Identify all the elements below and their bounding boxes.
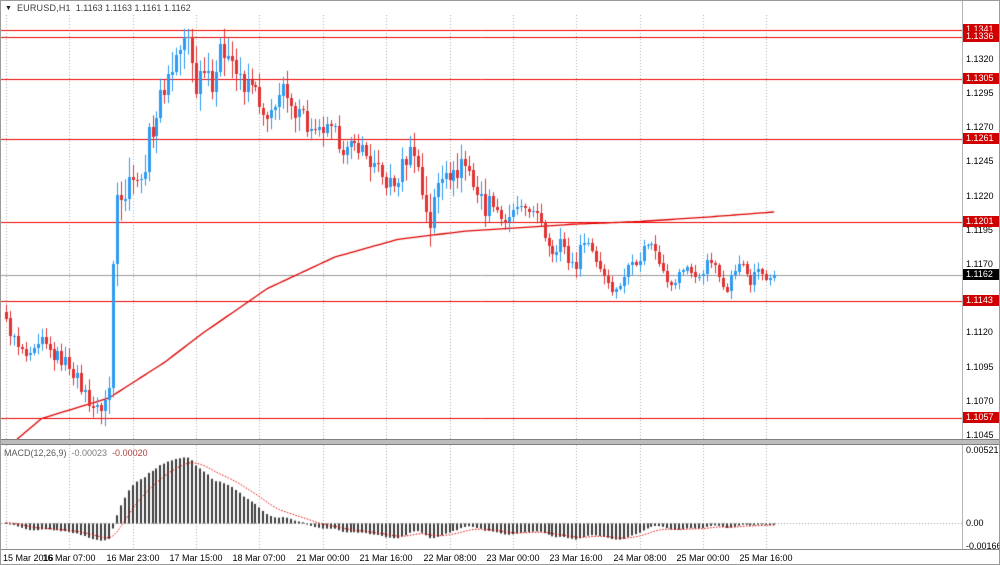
chart-symbol-timeframe: EURUSD,H1	[16, 3, 71, 13]
price-tick-label: 1.1320	[966, 54, 994, 64]
macd-main-value: -0.00023	[71, 448, 108, 458]
price-tick-label: 1.1070	[966, 396, 994, 406]
time-axis[interactable]: 15 Mar 2016 16 Mar 07:00 16 Mar 23:00 17 Ma…	[1, 549, 999, 564]
time-label: 24 Mar 08:00	[613, 553, 667, 563]
price-tick-label: 1.1295	[966, 88, 994, 98]
price-tick-label: 1.1195	[966, 225, 993, 235]
price-axis[interactable]: 1.1320 1.1295 1.1270 1.1245 1.1220 1.1195 1.11…	[962, 1, 999, 564]
macd-tick-label: -0.00166	[966, 541, 1000, 551]
price-tick-label: 1.1120	[966, 327, 993, 337]
level-price-label: 1.1305	[963, 73, 999, 84]
price-tick-label: 1.1170	[966, 259, 993, 269]
macd-header: MACD(12,26,9) -0.00023 -0.00020	[4, 448, 148, 458]
chart-titlebar: ▼ EURUSD,H1 1.1163 1.1163 1.1161 1.1162	[1, 1, 959, 15]
time-label: 18 Mar 07:00	[232, 553, 286, 563]
time-label: 23 Mar 16:00	[549, 553, 603, 563]
macd-label: MACD(12,26,9)	[4, 448, 67, 458]
time-label: 21 Mar 00:00	[296, 553, 350, 563]
level-price-label: 1.1261	[963, 133, 999, 144]
current-price-label: 1.1162	[963, 269, 999, 280]
time-label: 21 Mar 16:00	[359, 553, 413, 563]
time-label: 16 Mar 23:00	[106, 553, 160, 563]
price-tick-label: 1.1245	[966, 156, 994, 166]
time-label: 15 Mar 2016	[3, 553, 54, 563]
time-label: 25 Mar 16:00	[739, 553, 793, 563]
price-chart-canvas[interactable]	[1, 15, 962, 439]
price-tick-label: 1.1095	[966, 362, 994, 372]
time-label: 22 Mar 08:00	[423, 553, 477, 563]
chart-ohlc-quote: 1.1163 1.1163 1.1161 1.1162	[75, 3, 191, 13]
macd-tick-label: 0.00521	[966, 445, 999, 455]
level-price-label: 1.1057	[963, 412, 999, 423]
time-label: 25 Mar 00:00	[676, 553, 730, 563]
level-price-label: 1.1201	[963, 216, 999, 227]
time-label: 16 Mar 07:00	[42, 553, 96, 563]
chart-menu-icon[interactable]: ▼	[5, 4, 12, 12]
macd-signal-value: -0.00020	[112, 448, 148, 458]
time-label: 17 Mar 15:00	[169, 553, 223, 563]
macd-tick-label: 0.00	[966, 518, 984, 528]
price-tick-label: 1.1045	[966, 430, 994, 440]
level-price-label: 1.1143	[963, 295, 999, 306]
price-tick-label: 1.1270	[966, 122, 994, 132]
price-tick-label: 1.1220	[966, 191, 994, 201]
level-price-label: 1.1336	[963, 31, 999, 42]
time-label: 23 Mar 00:00	[486, 553, 540, 563]
macd-indicator-canvas[interactable]	[1, 445, 962, 549]
level-price-label: 1.1341	[963, 24, 999, 35]
window-splitter[interactable]	[1, 439, 999, 445]
